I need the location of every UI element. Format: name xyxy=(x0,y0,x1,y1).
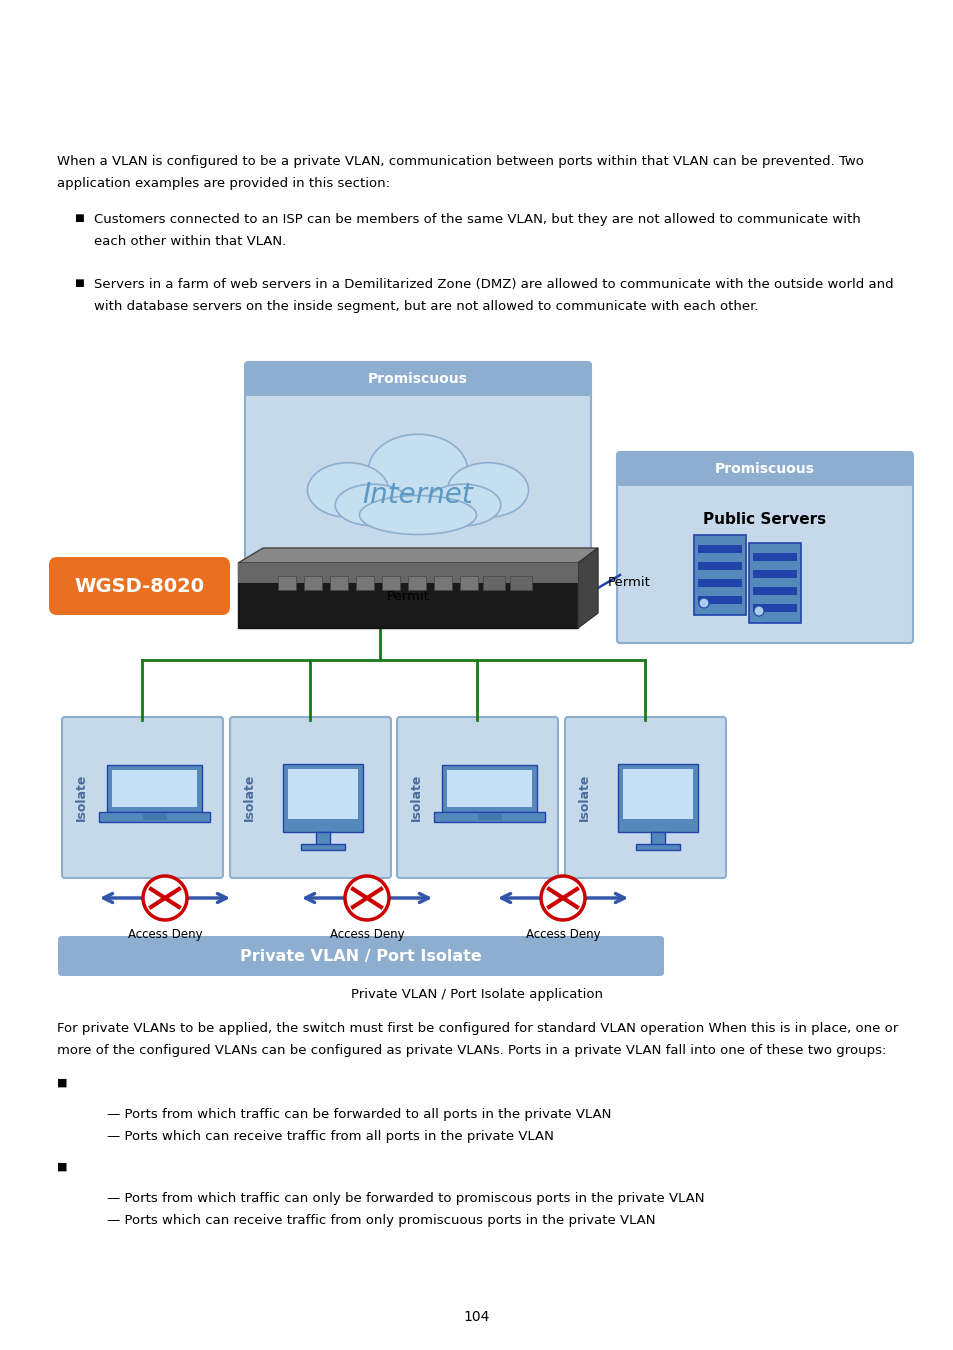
Bar xyxy=(698,562,741,570)
Text: — Ports which can receive traffic from only promiscuous ports in the private VLA: — Ports which can receive traffic from o… xyxy=(107,1214,655,1227)
Bar xyxy=(447,769,532,807)
Text: Permit: Permit xyxy=(386,590,429,603)
FancyBboxPatch shape xyxy=(49,558,230,616)
FancyBboxPatch shape xyxy=(245,362,590,396)
Ellipse shape xyxy=(307,463,388,517)
FancyBboxPatch shape xyxy=(245,362,590,578)
Text: — Ports from which traffic can be forwarded to all ports in the private VLAN: — Ports from which traffic can be forwar… xyxy=(107,1108,611,1120)
Bar xyxy=(650,832,664,845)
Bar xyxy=(752,570,796,578)
Bar xyxy=(752,554,796,562)
Text: Promiscuous: Promiscuous xyxy=(715,462,814,477)
Bar xyxy=(355,576,374,590)
Bar xyxy=(108,765,202,811)
Text: each other within that VLAN.: each other within that VLAN. xyxy=(94,235,286,248)
FancyBboxPatch shape xyxy=(230,717,391,878)
Text: ■: ■ xyxy=(74,278,84,288)
Text: Customers connected to an ISP can be members of the same VLAN, but they are not : Customers connected to an ISP can be mem… xyxy=(94,213,860,225)
Polygon shape xyxy=(237,548,598,563)
Text: Isolate: Isolate xyxy=(242,774,255,821)
Text: WGSD-8020: WGSD-8020 xyxy=(74,576,204,595)
Text: Access Deny: Access Deny xyxy=(330,927,404,941)
Bar xyxy=(693,535,745,616)
Text: ■: ■ xyxy=(74,213,84,223)
Bar xyxy=(248,379,587,393)
Text: Isolate: Isolate xyxy=(74,774,88,821)
Bar xyxy=(698,579,741,587)
Text: Public Servers: Public Servers xyxy=(702,513,825,528)
Bar xyxy=(288,768,357,818)
Text: Servers in a farm of web servers in a Demilitarized Zone (DMZ) are allowed to co: Servers in a farm of web servers in a De… xyxy=(94,278,893,292)
Circle shape xyxy=(143,876,187,919)
Bar xyxy=(99,811,211,822)
Text: Permit: Permit xyxy=(607,576,650,589)
Text: Isolate: Isolate xyxy=(577,774,590,821)
FancyBboxPatch shape xyxy=(62,717,223,878)
Bar xyxy=(622,768,692,818)
Bar xyxy=(381,576,399,590)
Bar xyxy=(619,468,909,483)
Bar xyxy=(618,764,698,832)
Text: Access Deny: Access Deny xyxy=(525,927,599,941)
Text: Promiscuous: Promiscuous xyxy=(368,373,468,386)
Text: Access Deny: Access Deny xyxy=(128,927,202,941)
Bar xyxy=(277,576,295,590)
Bar xyxy=(330,576,348,590)
Ellipse shape xyxy=(359,495,476,535)
Text: 104: 104 xyxy=(463,1310,490,1324)
Text: more of the configured VLANs can be configured as private VLANs. Ports in a priv: more of the configured VLANs can be conf… xyxy=(57,1044,885,1057)
Polygon shape xyxy=(578,548,598,628)
Text: When a VLAN is configured to be a private VLAN, communication between ports with: When a VLAN is configured to be a privat… xyxy=(57,155,863,167)
Bar xyxy=(283,764,362,832)
Text: Private VLAN / Port Isolate: Private VLAN / Port Isolate xyxy=(240,949,481,964)
Text: For private VLANs to be applied, the switch must first be configured for standar: For private VLANs to be applied, the swi… xyxy=(57,1022,898,1035)
Bar xyxy=(698,545,741,554)
Bar xyxy=(112,769,197,807)
Bar xyxy=(752,587,796,595)
Ellipse shape xyxy=(368,435,467,506)
Text: ■: ■ xyxy=(57,1079,68,1088)
Text: Internet: Internet xyxy=(362,481,473,509)
Text: application examples are provided in this section:: application examples are provided in thi… xyxy=(57,177,390,190)
Bar xyxy=(442,765,537,811)
FancyBboxPatch shape xyxy=(617,452,912,486)
Text: Isolate: Isolate xyxy=(409,774,422,821)
Circle shape xyxy=(699,598,708,608)
Bar xyxy=(434,576,452,590)
FancyBboxPatch shape xyxy=(564,717,725,878)
Bar xyxy=(408,576,426,590)
FancyBboxPatch shape xyxy=(396,717,558,878)
Circle shape xyxy=(540,876,584,919)
Bar xyxy=(315,832,330,845)
Circle shape xyxy=(753,606,763,616)
Bar xyxy=(143,814,167,819)
Bar xyxy=(510,576,532,590)
Bar xyxy=(300,844,345,849)
Bar xyxy=(698,595,741,603)
Ellipse shape xyxy=(425,485,500,525)
Bar xyxy=(237,563,578,583)
Text: — Ports from which traffic can only be forwarded to promiscous ports in the priv: — Ports from which traffic can only be f… xyxy=(107,1192,703,1206)
Polygon shape xyxy=(237,563,578,628)
Text: Private VLAN / Port Isolate application: Private VLAN / Port Isolate application xyxy=(351,988,602,1000)
Circle shape xyxy=(345,876,389,919)
Text: ■: ■ xyxy=(57,1162,68,1172)
Ellipse shape xyxy=(335,485,411,525)
Bar xyxy=(482,576,504,590)
Bar xyxy=(748,543,801,622)
Bar xyxy=(477,814,501,819)
Bar xyxy=(459,576,477,590)
Text: — Ports which can receive traffic from all ports in the private VLAN: — Ports which can receive traffic from a… xyxy=(107,1130,554,1143)
FancyBboxPatch shape xyxy=(58,936,663,976)
Bar xyxy=(434,811,545,822)
Bar xyxy=(752,603,796,612)
Text: with database servers on the inside segment, but are not allowed to communicate : with database servers on the inside segm… xyxy=(94,300,758,313)
Bar xyxy=(636,844,679,849)
FancyBboxPatch shape xyxy=(617,452,912,643)
Ellipse shape xyxy=(447,463,528,517)
Bar xyxy=(304,576,322,590)
